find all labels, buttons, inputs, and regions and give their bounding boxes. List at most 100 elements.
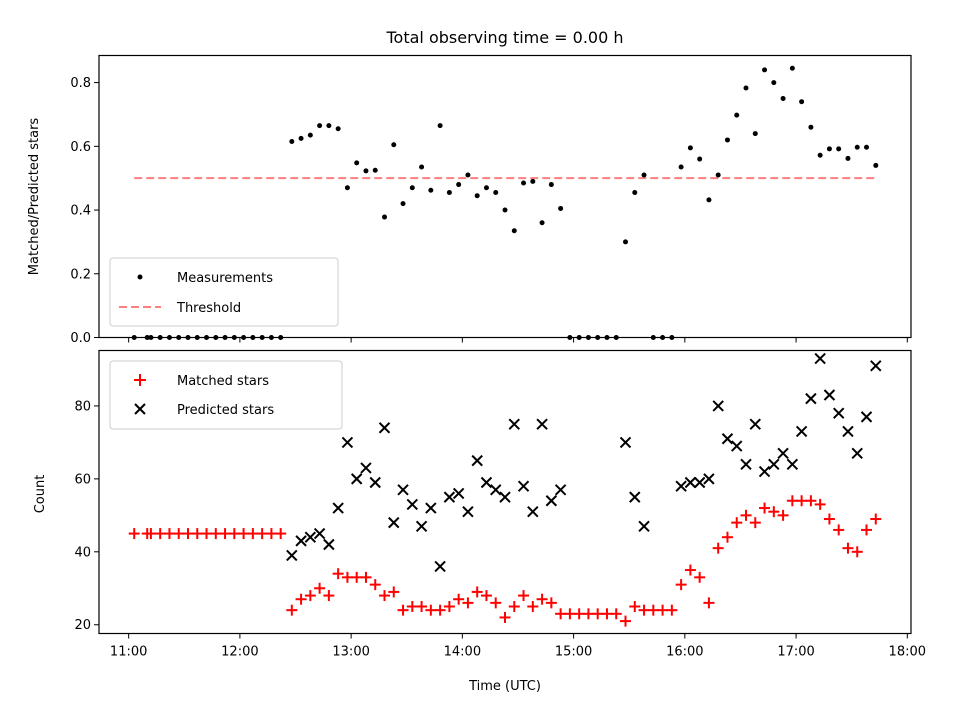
matched-star-point (814, 498, 826, 510)
matched-star-point (620, 615, 632, 627)
top-legend: Measurements Threshold (109, 257, 339, 327)
measurement-point (502, 207, 508, 213)
matched-star-point (163, 528, 175, 540)
predicted-star-point (462, 505, 474, 518)
measurement-point (826, 146, 832, 152)
chart-title: Total observing time = 0.00 h (385, 28, 623, 47)
matched-star-point (238, 528, 250, 540)
x-tick-label: 18:00 (889, 645, 926, 660)
predicted-star-point (397, 484, 409, 496)
predicted-x-stroke-b (805, 392, 817, 405)
legend-predicted-label: Predicted stars (177, 403, 274, 418)
predicted-x-stroke-b (425, 502, 437, 514)
matched-star-point (406, 601, 418, 613)
predicted-star-point (777, 447, 789, 460)
predicted-star-point (545, 495, 558, 507)
measurement-point (752, 131, 758, 137)
measurement-point (762, 67, 768, 73)
matched-star-point (304, 590, 316, 602)
measurement-point (771, 80, 777, 86)
measurement-point (530, 178, 536, 184)
bottom-legend: Matched stars Predicted stars (109, 360, 343, 430)
predicted-star-point (731, 440, 743, 452)
predicted-star-point (684, 476, 697, 489)
matched-star-point (265, 528, 277, 540)
predicted-star-point (443, 491, 456, 503)
predicted-x-stroke-b (443, 491, 456, 503)
predicted-x-stroke-b (341, 436, 354, 449)
matched-star-point (601, 608, 613, 620)
top-y-tick-label: 0.4 (70, 204, 91, 219)
predicted-x-stroke-b (304, 531, 317, 543)
matched-star-point (675, 579, 687, 591)
predicted-x-stroke-b (369, 476, 381, 489)
predicted-star-point (323, 538, 335, 551)
predicted-x-stroke-b (517, 480, 530, 492)
predicted-x-stroke-b (527, 505, 539, 518)
predicted-x-stroke-b (703, 473, 715, 485)
predicted-x-stroke-b (851, 447, 863, 460)
matched-star-point (480, 590, 492, 602)
top-y-tick-label: 0.8 (70, 76, 91, 91)
predicted-x-stroke-b (786, 458, 799, 470)
predicted-star-point (332, 502, 344, 514)
predicted-x-stroke-b (388, 516, 400, 529)
matched-star-point (314, 582, 326, 594)
matched-star-point (582, 608, 594, 620)
matched-star-point (295, 593, 307, 605)
bottom-y-tick-label: 80 (74, 399, 91, 414)
measurement-point (409, 185, 415, 191)
measurement-point (493, 190, 499, 196)
top-x-axis (128, 337, 908, 343)
predicted-star-point (860, 411, 873, 423)
matched-star-point (508, 601, 520, 613)
predicted-x-stroke-b (415, 520, 428, 532)
legend-measurements-marker (137, 274, 143, 280)
matched-star-point (823, 513, 835, 525)
measurement-point (400, 201, 406, 207)
measurement-point (539, 220, 545, 226)
measurement-point (391, 142, 397, 148)
predicted-x-stroke-b (684, 476, 697, 489)
measurement-point (548, 182, 554, 188)
predicted-star-point (527, 505, 539, 518)
predicted-x-stroke-b (814, 352, 826, 365)
predicted-star-point (842, 425, 854, 438)
predicted-star-point (832, 407, 845, 419)
predicted-x-stroke-b (536, 418, 548, 430)
measurement-point (307, 132, 313, 138)
matched-star-point (786, 495, 798, 507)
matched-star-point (536, 593, 548, 605)
measurement-point (446, 190, 452, 196)
matched-star-point (564, 608, 576, 620)
matched-star-point (861, 524, 873, 536)
top-panel: 0.00.20.40.60.8 Matched/Predicted stars … (27, 54, 912, 346)
measurement-point (697, 156, 703, 162)
matched-star-point (369, 579, 381, 591)
matched-star-point (210, 528, 222, 540)
measurement-point (734, 112, 740, 118)
measurement-point (724, 137, 730, 143)
matched-star-point (378, 590, 390, 602)
predicted-star-point (786, 458, 799, 470)
predicted-x-stroke-b (286, 549, 298, 562)
matched-star-point (759, 502, 771, 514)
x-tick-label: 15:00 (555, 645, 592, 660)
predicted-star-point (870, 360, 882, 372)
matched-star-point (323, 590, 335, 602)
predicted-star-point (795, 425, 808, 438)
measurement-point (511, 228, 517, 234)
matched-star-point (351, 571, 363, 583)
matched-star-point (573, 608, 585, 620)
measurement-point (817, 152, 823, 158)
top-axes-frame (98, 54, 912, 339)
predicted-x-stroke-b (721, 433, 734, 445)
bottom-series-layer (128, 352, 882, 627)
top-legend-box (109, 257, 339, 327)
measurement-point (298, 135, 304, 141)
legend-matched-label: Matched stars (177, 374, 269, 389)
bottom-legend-box (109, 360, 343, 430)
predicted-star-point (369, 476, 381, 489)
legend-matched-marker (134, 374, 146, 386)
matched-star-point (545, 597, 557, 609)
